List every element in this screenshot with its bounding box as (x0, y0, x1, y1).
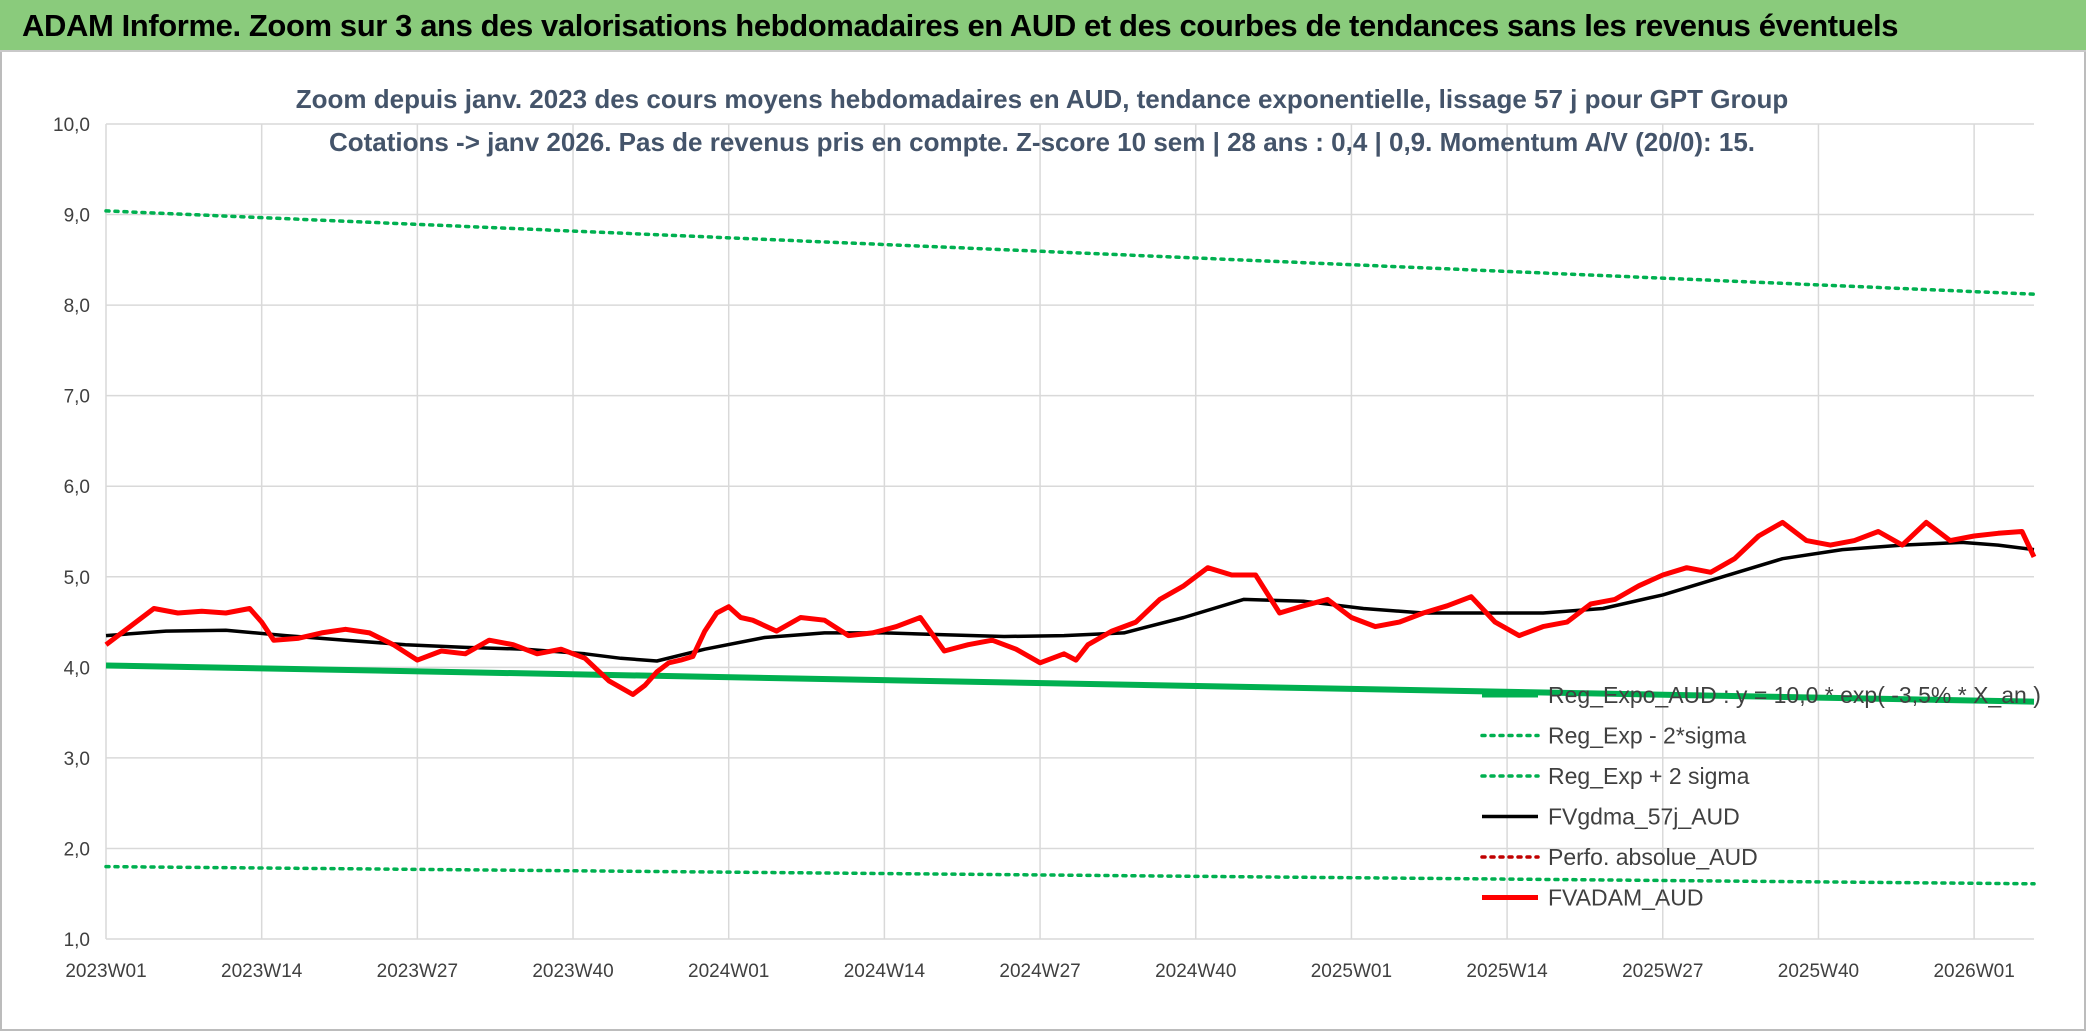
y-tick-label: 4,0 (64, 658, 90, 679)
x-tick-label: 2026W01 (1933, 961, 2014, 982)
x-tick-label: 2023W01 (65, 961, 146, 982)
grid (105, 123, 2034, 940)
series (104, 209, 2037, 886)
series-line-1 (104, 864, 2036, 886)
y-tick-label: 7,0 (64, 387, 90, 408)
report-banner: ADAM Informe. Zoom sur 3 ans des valoris… (0, 0, 2086, 52)
chart-area: Zoom depuis janv. 2023 des cours moyens … (0, 52, 2086, 1031)
y-axis-ticks: 1,0 2,0 3,0 4,0 5,0 6,0 7,0 8,0 9,0 10,0 (53, 115, 90, 951)
legend-label: Reg_Expo_AUD : y = 10,0 * exp( -3,5% * X… (1548, 682, 2041, 708)
legend-label: Reg_Exp - 2*sigma (1548, 723, 1746, 749)
y-tick-label: 8,0 (64, 296, 90, 317)
x-tick-label: 2023W14 (221, 961, 303, 982)
legend-label: FVgdma_57j_AUD (1548, 804, 1740, 830)
series-line-3 (105, 540, 2035, 663)
y-tick-label: 6,0 (64, 477, 90, 498)
x-tick-label: 2025W14 (1466, 961, 1548, 982)
x-tick-label: 2024W01 (688, 961, 769, 982)
x-tick-label: 2023W27 (377, 961, 458, 982)
legend: Reg_Expo_AUD : y = 10,0 * exp( -3,5% * X… (1480, 682, 2041, 911)
chart-title-line-1: Zoom depuis janv. 2023 des cours moyens … (296, 84, 1789, 114)
x-tick-label: 2024W14 (844, 961, 926, 982)
legend-label: Perfo. absolue_AUD (1548, 844, 1758, 870)
x-tick-label: 2025W27 (1622, 961, 1703, 982)
chart-title-line-2: Cotations -> janv 2026. Pas de revenus p… (329, 127, 1755, 157)
y-tick-label: 5,0 (64, 568, 90, 589)
x-axis-ticks: 2023W01 2023W14 2023W27 2023W40 2024W01 2024W… (65, 961, 2014, 982)
legend-label: Reg_Exp + 2 sigma (1548, 763, 1750, 789)
x-tick-label: 2024W27 (999, 961, 1080, 982)
y-tick-label: 1,0 (64, 930, 90, 951)
line-chart: Zoom depuis janv. 2023 des cours moyens … (53, 84, 2041, 982)
report-title: ADAM Informe. Zoom sur 3 ans des valoris… (22, 8, 1899, 43)
legend-label: FVADAM_AUD (1548, 885, 1704, 911)
series-line-2 (104, 209, 2036, 296)
y-tick-label: 9,0 (64, 206, 90, 227)
series-line-0 (105, 662, 2035, 705)
x-tick-label: 2025W40 (1778, 961, 1859, 982)
x-tick-label: 2023W40 (532, 961, 613, 982)
y-tick-label: 2,0 (64, 839, 90, 860)
x-tick-label: 2025W01 (1311, 961, 1392, 982)
y-tick-label: 3,0 (64, 749, 90, 770)
x-tick-label: 2024W40 (1155, 961, 1236, 982)
y-tick-label: 10,0 (53, 115, 90, 136)
series-line-5 (104, 519, 2037, 697)
